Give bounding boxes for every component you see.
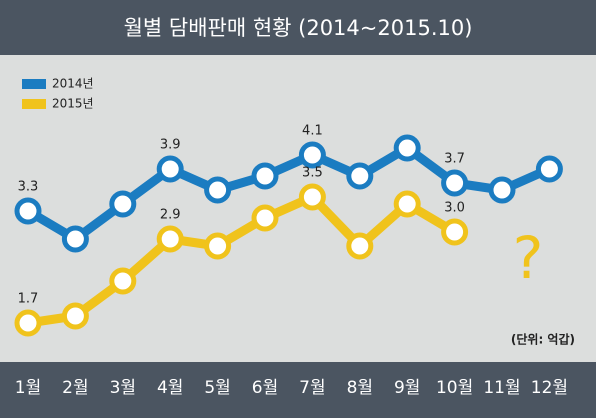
legend-swatch: [22, 99, 46, 109]
point: [298, 141, 326, 169]
point: [109, 267, 137, 295]
point: [441, 218, 469, 246]
point: [61, 302, 89, 330]
data-label: 1.7: [18, 292, 39, 307]
x-tick-label: 3월: [110, 378, 136, 398]
legend-label: 2015년: [52, 97, 94, 111]
data-label: 2.9: [160, 208, 181, 223]
point: [204, 176, 232, 204]
x-tick-label: 12월: [531, 378, 568, 398]
header: [0, 0, 596, 55]
footer: [0, 362, 596, 418]
legend-label: 2014년: [52, 77, 94, 91]
x-tick-label: 2월: [62, 378, 88, 398]
data-label: 3.7: [444, 152, 465, 167]
x-tick-label: 5월: [204, 378, 230, 398]
data-label: 3.0: [444, 201, 465, 216]
x-tick-label: 8월: [347, 378, 373, 398]
data-label: 3.9: [160, 138, 181, 153]
legend-swatch: [22, 79, 46, 89]
point: [14, 197, 42, 225]
point: [251, 204, 279, 232]
x-tick-label: 7월: [299, 378, 325, 398]
point: [393, 190, 421, 218]
point: [393, 134, 421, 162]
x-tick-label: 1월: [15, 378, 41, 398]
point: [156, 155, 184, 183]
point: [346, 162, 374, 190]
point: [204, 232, 232, 260]
point: [109, 190, 137, 218]
data-label: 4.1: [302, 124, 323, 139]
point: [488, 176, 516, 204]
x-tick-label: 11월: [483, 378, 520, 398]
x-tick-label: 9월: [394, 378, 420, 398]
data-label: 3.5: [302, 166, 323, 181]
point: [298, 183, 326, 211]
point: [251, 162, 279, 190]
point: [346, 232, 374, 260]
series-line: [27, 192, 457, 328]
x-tick-label: 4월: [157, 378, 183, 398]
point: [156, 225, 184, 253]
x-tick-label: 10월: [436, 378, 473, 398]
annotation: ?: [513, 224, 544, 292]
point: [61, 225, 89, 253]
chart-title: 월별 담배판매 현황 (2014~2015.10): [124, 16, 473, 40]
point: [14, 309, 42, 337]
data-label: 3.3: [18, 180, 39, 195]
x-tick-label: 6월: [252, 378, 278, 398]
unit-label: (단위: 억갑): [511, 332, 575, 347]
point: [441, 169, 469, 197]
point: [535, 155, 563, 183]
